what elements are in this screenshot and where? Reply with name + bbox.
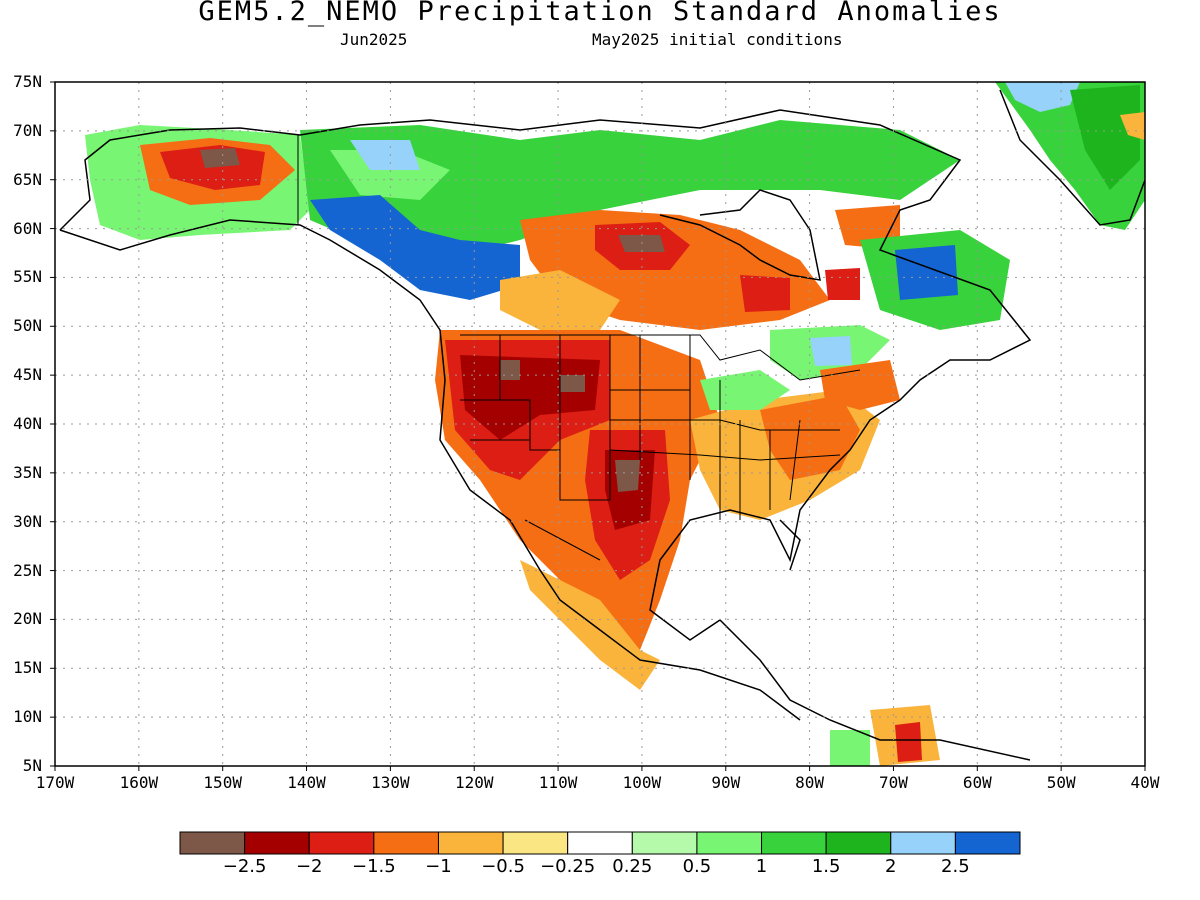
labrador-blue	[895, 245, 958, 300]
longitude-label: 160W	[119, 773, 159, 792]
colorbar-swatch	[502, 831, 569, 855]
longitude-label: 80W	[795, 773, 825, 792]
alaska-brown	[200, 148, 240, 168]
canada-north-green	[300, 120, 960, 260]
midwest-green	[700, 370, 790, 410]
us-west-brown-2	[560, 375, 585, 392]
longitude-label: 50W	[1046, 773, 1076, 792]
map-title: GEM5.2_NEMO Precipitation Standard Anoma…	[198, 0, 1002, 27]
colorbar-swatch	[954, 831, 1021, 855]
colorbar-swatch	[825, 831, 892, 855]
longitude-label: 110W	[538, 773, 578, 792]
latitude-label: 75N	[13, 72, 42, 91]
colorbar-label: 1	[755, 856, 768, 877]
caribbean-red	[895, 722, 922, 762]
colorbar-swatch	[308, 831, 375, 855]
great-lakes-blue	[810, 336, 852, 366]
alaska-red	[160, 145, 265, 190]
longitude-label: 100W	[622, 773, 662, 792]
colorbar-label: 0.5	[682, 856, 712, 877]
greenland-dark-green	[1070, 85, 1140, 190]
latitude-label: 35N	[13, 462, 42, 482]
northeast-orange	[820, 360, 900, 410]
latitude-label: 55N	[13, 267, 42, 287]
longitude-label: 170W	[35, 773, 75, 792]
colorbar-label: −0.25	[540, 856, 596, 877]
longitude-label: 150W	[203, 773, 242, 792]
graticule	[55, 82, 1145, 766]
longitude-label: 90W	[711, 773, 741, 792]
colorbar-swatch	[890, 831, 956, 855]
colorbar-swatch	[567, 831, 633, 855]
colorbar-swatch	[179, 831, 246, 855]
colorbar-swatch	[696, 831, 763, 855]
central-america-green	[830, 730, 870, 766]
longitude-label: 140W	[287, 773, 326, 792]
initial-conditions-label: May2025 initial conditions	[592, 30, 843, 49]
latitude-label: 50N	[13, 316, 42, 336]
greenland-blue-patch	[1005, 82, 1080, 112]
longitude-label: 60W	[962, 773, 992, 792]
latitude-label: 10N	[13, 707, 42, 727]
forecast-month: Jun2025	[340, 30, 408, 49]
blue-arctic	[350, 140, 420, 170]
anomaly-field	[85, 82, 1145, 766]
colorbar-swatch	[373, 831, 439, 855]
latitude-label: 60N	[13, 218, 42, 238]
hudson-yellow	[500, 270, 620, 330]
colorbar-swatch	[437, 831, 504, 855]
latitude-label: 70N	[13, 120, 42, 140]
us-west-brown	[500, 360, 520, 380]
yukon-blue	[310, 195, 520, 300]
latitude-label: 25N	[13, 560, 42, 580]
colorbar-label: 2.5	[941, 856, 970, 877]
latitude-label: 15N	[13, 658, 42, 678]
colorbar-label: −2.5	[222, 856, 267, 877]
colorbar-swatch	[631, 831, 698, 855]
latitude-label: 20N	[13, 609, 42, 629]
colorbar-label: 0.25	[612, 856, 653, 877]
axis-ticks	[50, 81, 1146, 771]
colorbar-label: −1.5	[351, 856, 396, 877]
colorbar-label: −2	[295, 856, 323, 877]
texas-brown	[615, 460, 640, 492]
longitude-label: 40W	[1130, 773, 1160, 792]
latitude-label: 65N	[13, 169, 42, 189]
colorbar-swatch	[244, 831, 310, 855]
coastlines	[59, 89, 1145, 761]
colorbar-label: 1.5	[811, 856, 841, 877]
greenland-orange	[1120, 112, 1145, 140]
colorbar-label: 2	[885, 856, 897, 877]
canada-light-green	[330, 150, 450, 200]
latitude-label: 30N	[13, 511, 42, 531]
latitude-label: 40N	[13, 414, 42, 433]
latitude-label: 45N	[13, 365, 42, 385]
colorbar-label: −1	[425, 856, 452, 877]
longitude-label: 130W	[371, 773, 410, 792]
colorbar	[179, 831, 1021, 855]
latitude-label: 5N	[22, 756, 42, 775]
ontario-red	[740, 275, 790, 312]
colorbar-label: −0.5	[481, 856, 525, 877]
labrador-red	[825, 268, 860, 300]
longitude-label: 120W	[454, 773, 494, 792]
longitude-label: 70W	[879, 773, 908, 792]
colorbar-swatch	[761, 831, 827, 855]
